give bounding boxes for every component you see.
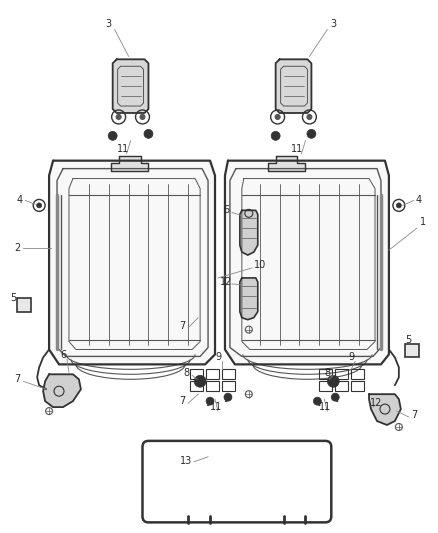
Circle shape	[140, 115, 145, 119]
Text: 5: 5	[10, 293, 17, 303]
Text: 7: 7	[14, 374, 21, 384]
Bar	[17, 298, 31, 312]
Text: 7: 7	[412, 410, 418, 420]
Polygon shape	[240, 278, 258, 320]
Text: 9: 9	[215, 352, 221, 362]
Bar	[319, 369, 332, 379]
Text: 11: 11	[319, 402, 332, 412]
Text: 8: 8	[183, 368, 189, 378]
Bar	[351, 369, 364, 379]
Circle shape	[327, 375, 339, 387]
Polygon shape	[369, 394, 401, 425]
Bar	[335, 381, 348, 391]
Bar	[206, 381, 219, 391]
Circle shape	[144, 130, 153, 139]
Text: 10: 10	[254, 260, 266, 270]
Text: 3: 3	[106, 19, 112, 29]
Text: 11: 11	[117, 144, 129, 154]
Text: 11: 11	[291, 144, 304, 154]
Text: 4: 4	[16, 196, 22, 205]
Text: 13: 13	[180, 456, 192, 466]
Text: 12: 12	[220, 277, 232, 287]
Circle shape	[275, 115, 280, 119]
Circle shape	[37, 203, 42, 208]
Polygon shape	[113, 59, 148, 113]
Text: 7: 7	[179, 396, 185, 406]
Polygon shape	[268, 156, 305, 171]
Bar	[206, 369, 219, 379]
Circle shape	[271, 131, 280, 140]
Circle shape	[307, 115, 312, 119]
Polygon shape	[111, 156, 148, 171]
Text: 12: 12	[370, 398, 382, 408]
Text: 1: 1	[420, 217, 426, 227]
Bar	[190, 381, 203, 391]
Circle shape	[224, 393, 232, 401]
Bar	[190, 369, 203, 379]
Text: 8: 8	[324, 368, 330, 378]
Polygon shape	[240, 211, 258, 255]
Bar	[335, 369, 348, 379]
Text: 3: 3	[330, 19, 336, 29]
Circle shape	[206, 397, 214, 405]
Circle shape	[331, 393, 339, 401]
Polygon shape	[49, 160, 215, 365]
Text: 4: 4	[416, 196, 422, 205]
Text: 9: 9	[348, 352, 354, 362]
Circle shape	[108, 131, 117, 140]
Bar	[351, 381, 364, 391]
Bar	[222, 369, 235, 379]
Text: 5: 5	[406, 335, 412, 344]
Text: 2: 2	[14, 243, 21, 253]
Bar	[319, 381, 332, 391]
Circle shape	[194, 375, 206, 387]
Circle shape	[307, 130, 316, 139]
Polygon shape	[43, 374, 81, 407]
Circle shape	[314, 397, 321, 405]
Polygon shape	[225, 160, 389, 365]
Circle shape	[396, 203, 401, 208]
Text: 6: 6	[60, 350, 66, 360]
Text: 11: 11	[210, 402, 222, 412]
Circle shape	[116, 115, 121, 119]
Text: 7: 7	[179, 321, 185, 330]
Polygon shape	[276, 59, 311, 113]
Bar	[405, 343, 419, 358]
Text: 6: 6	[223, 205, 229, 215]
Bar	[222, 381, 235, 391]
